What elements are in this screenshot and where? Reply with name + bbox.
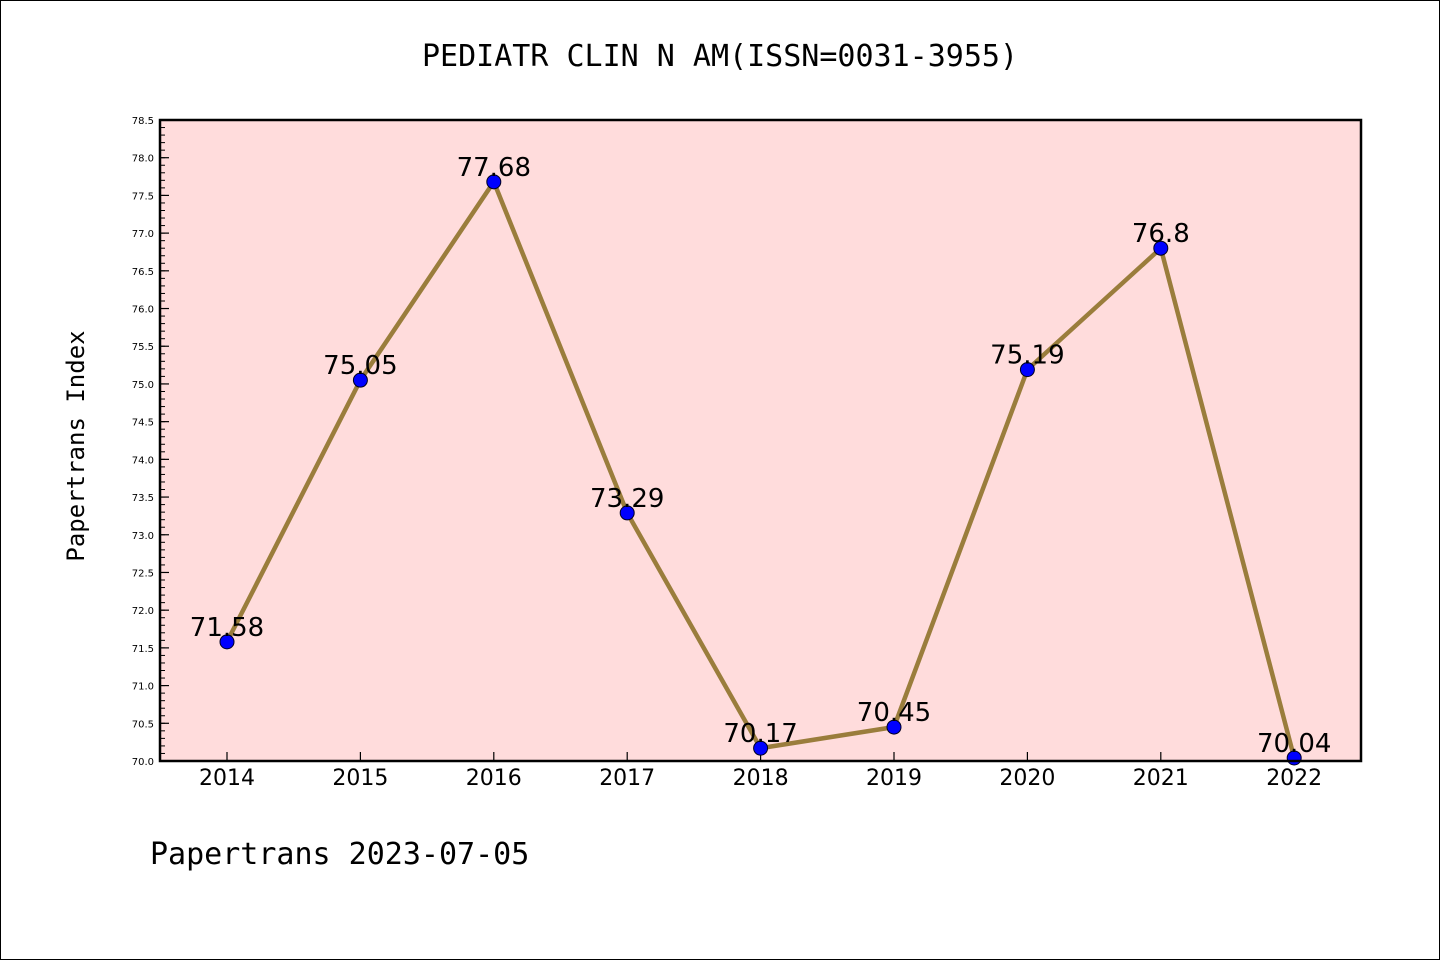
y-tick-label: 71.5 — [132, 644, 154, 655]
y-tick-label: 70.5 — [132, 719, 154, 730]
data-label: 71.58 — [190, 613, 264, 643]
data-point — [1153, 240, 1169, 256]
data-point — [486, 174, 502, 190]
y-tick-label: 76.5 — [132, 267, 154, 278]
y-axis-label: Papertrans Index — [62, 330, 90, 561]
data-point — [619, 505, 635, 521]
data-label: 76.8 — [1132, 219, 1190, 249]
y-tick-label: 75.0 — [132, 380, 154, 391]
x-tick-label: 2019 — [866, 766, 922, 791]
y-tick-label: 77.0 — [132, 229, 154, 240]
y-tick-label: 72.5 — [132, 568, 154, 579]
x-tick-label: 2017 — [599, 766, 655, 791]
chart-title: PEDIATR CLIN N AM(ISSN=0031-3955) — [422, 39, 1018, 74]
data-label: 70.04 — [1257, 729, 1331, 759]
y-tick-label: 76.0 — [132, 305, 154, 316]
y-tick-label: 77.5 — [132, 191, 154, 202]
y-tick-label: 74.5 — [132, 418, 154, 429]
x-tick-label: 2018 — [733, 766, 789, 791]
y-tick-label: 78.5 — [132, 116, 154, 127]
data-point — [352, 372, 368, 388]
data-label: 73.29 — [590, 484, 664, 514]
plot-area — [160, 120, 1361, 761]
footer-note: Papertrans 2023-07-05 — [150, 837, 529, 872]
x-tick-label: 2015 — [332, 766, 388, 791]
x-tick-label: 2016 — [466, 766, 522, 791]
x-tick-label: 2014 — [199, 766, 255, 791]
y-tick-label: 71.0 — [132, 682, 154, 693]
y-tick-label: 73.0 — [132, 531, 154, 542]
data-label: 75.19 — [990, 341, 1064, 371]
y-tick-label: 75.5 — [132, 342, 154, 353]
data-label: 70.45 — [857, 698, 931, 728]
y-tick-label: 70.0 — [132, 757, 154, 768]
data-label: 77.68 — [457, 153, 531, 183]
x-tick-label: 2022 — [1266, 766, 1322, 791]
data-label: 75.05 — [323, 351, 397, 381]
data-point — [886, 719, 902, 735]
y-tick-label: 72.0 — [132, 606, 154, 617]
data-point — [219, 634, 235, 650]
plot-border — [158, 118, 1363, 763]
y-tick-label: 74.0 — [132, 455, 154, 466]
data-point — [1019, 362, 1035, 378]
x-tick-label: 2020 — [999, 766, 1055, 791]
data-label: 70.17 — [723, 719, 797, 749]
data-point — [753, 740, 769, 756]
y-tick-label: 73.5 — [132, 493, 154, 504]
y-tick-label: 78.0 — [132, 154, 154, 165]
x-tick-label: 2021 — [1133, 766, 1189, 791]
